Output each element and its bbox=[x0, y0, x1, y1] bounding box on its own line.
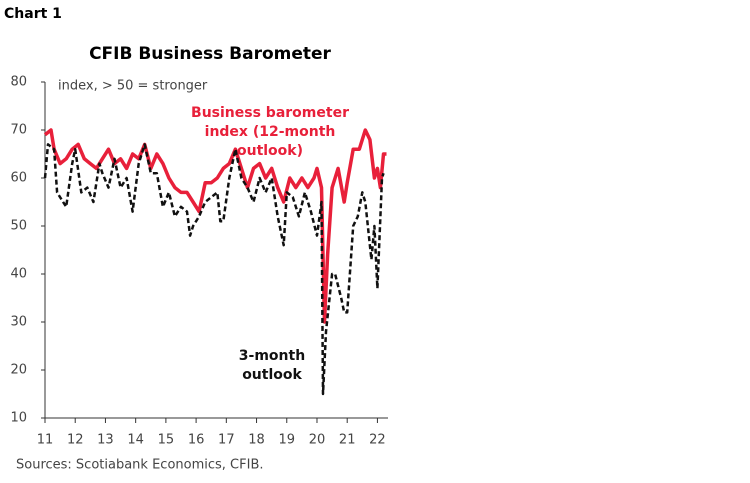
subtitle: index, > 50 = stronger bbox=[58, 79, 208, 94]
y-tick-label: 20 bbox=[10, 363, 27, 378]
y-tick-label: 70 bbox=[10, 123, 27, 138]
x-tick-label: 14 bbox=[127, 433, 144, 448]
y-tick-label: 60 bbox=[10, 171, 27, 186]
x-tick-label: 13 bbox=[97, 433, 114, 448]
chart-label: Chart 1 bbox=[4, 6, 62, 22]
x-tick-label: 15 bbox=[158, 433, 175, 448]
y-tick-label: 50 bbox=[10, 219, 27, 234]
series-label: Business barometer index (12-month outlo… bbox=[191, 105, 349, 159]
series-label: 3-month outlook bbox=[238, 348, 306, 383]
series-line bbox=[43, 143, 385, 396]
y-tick-label: 30 bbox=[10, 315, 27, 330]
y-tick-label: 40 bbox=[10, 267, 27, 282]
y-tick-label: 10 bbox=[10, 411, 27, 426]
x-tick-label: 12 bbox=[67, 433, 84, 448]
series-line bbox=[43, 128, 387, 324]
source: Sources: Scotiabank Economics, CFIB. bbox=[16, 458, 264, 473]
x-tick-label: 20 bbox=[309, 433, 326, 448]
x-tick-label: 17 bbox=[218, 433, 235, 448]
y-tick-label: 80 bbox=[10, 75, 27, 90]
x-tick-label: 18 bbox=[248, 433, 265, 448]
x-tick-label: 21 bbox=[339, 433, 356, 448]
x-tick-label: 16 bbox=[188, 433, 205, 448]
x-tick-label: 11 bbox=[37, 433, 54, 448]
x-tick-label: 19 bbox=[278, 433, 295, 448]
chart-title: CFIB Business Barometer bbox=[89, 44, 331, 64]
x-tick-label: 22 bbox=[369, 433, 386, 448]
